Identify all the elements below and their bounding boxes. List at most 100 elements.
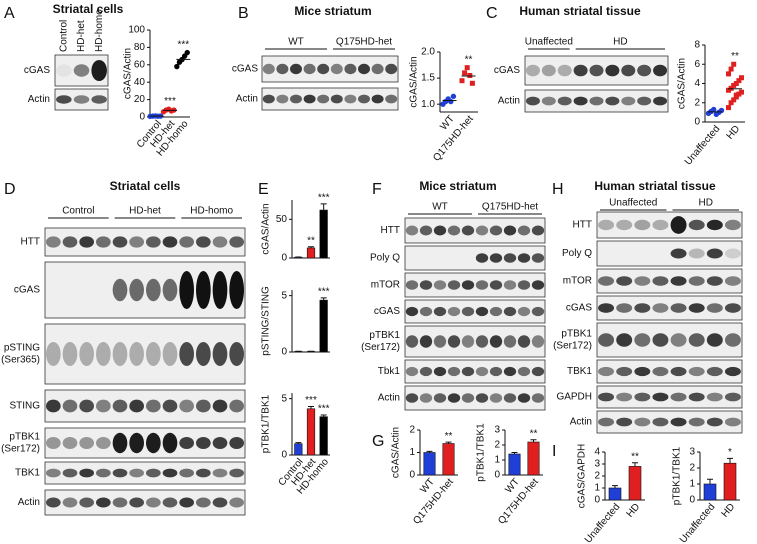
band — [112, 497, 128, 508]
data-point — [736, 78, 742, 84]
panel-letter: B — [238, 5, 249, 22]
band — [62, 497, 78, 508]
significance: ** — [465, 54, 473, 65]
y-tick-label: 5 — [281, 290, 287, 301]
band — [162, 278, 178, 302]
band — [652, 276, 669, 286]
data-point — [728, 66, 734, 72]
x-tick-label: HD — [725, 124, 743, 142]
band — [706, 276, 723, 286]
band — [706, 392, 723, 402]
row-label: Actin — [236, 94, 258, 105]
error-bar — [320, 203, 327, 211]
y-axis-label: pTBK1/TBK1 — [261, 394, 272, 453]
band — [433, 393, 447, 403]
error-bar — [308, 406, 314, 409]
bar — [628, 466, 642, 501]
blot-row — [404, 359, 546, 384]
group-label: Unaffected — [525, 37, 573, 48]
band — [358, 94, 370, 104]
band — [706, 303, 723, 313]
band — [129, 497, 145, 508]
blot-row — [596, 410, 743, 434]
y-axis-label: cGAS/Actin — [261, 203, 272, 254]
band — [525, 64, 540, 77]
band — [179, 468, 195, 478]
row-label: Actin — [378, 393, 400, 404]
row-label: HTT — [21, 237, 40, 248]
row-label: Actin — [18, 497, 40, 508]
group-label: Control — [62, 206, 94, 217]
band — [317, 94, 330, 104]
y-tick-label: 60 — [134, 59, 146, 70]
blot-row — [44, 227, 246, 257]
band — [517, 306, 531, 317]
y-tick-label: 4 — [694, 78, 700, 89]
band — [531, 253, 545, 263]
row-label: mTOR — [563, 276, 592, 287]
band — [96, 497, 111, 508]
band — [405, 393, 419, 403]
band — [212, 437, 228, 449]
blot-row — [44, 427, 246, 459]
band — [634, 366, 651, 377]
band — [129, 399, 145, 413]
significance: *** — [318, 404, 330, 415]
band — [112, 399, 128, 413]
band — [79, 342, 94, 366]
band — [46, 399, 61, 413]
band — [634, 333, 651, 347]
error-bar — [308, 246, 314, 248]
data-point — [728, 100, 734, 106]
band — [475, 225, 489, 236]
row-label: pTBK1 — [561, 329, 592, 340]
y-axis-label: cGAS/Actin — [391, 427, 402, 478]
bar — [527, 441, 540, 476]
band — [46, 468, 61, 478]
panel-letter: A — [4, 5, 15, 22]
band — [146, 399, 161, 413]
bar — [319, 416, 328, 456]
row-label: cGAS — [232, 64, 258, 75]
data-point — [731, 97, 737, 103]
x-tick-label: HD — [625, 502, 643, 520]
row-label: cGAS — [566, 303, 592, 314]
row-label: Actin — [498, 96, 520, 107]
blot-row — [596, 359, 743, 384]
band — [503, 366, 517, 377]
group-label: WT — [288, 37, 304, 48]
data-point — [448, 98, 454, 105]
band — [229, 270, 245, 310]
data-point — [739, 75, 744, 81]
band — [525, 96, 540, 106]
bar — [508, 453, 521, 476]
band — [405, 225, 419, 236]
band — [724, 276, 741, 286]
bar — [306, 408, 316, 456]
band — [447, 280, 461, 290]
row-label: cGAS — [14, 285, 40, 296]
data-point — [733, 81, 739, 86]
band — [162, 236, 178, 248]
row-label: TBK1 — [567, 366, 592, 377]
band — [447, 306, 461, 317]
band — [179, 270, 195, 310]
band — [531, 280, 545, 290]
band — [229, 468, 245, 478]
band — [706, 219, 723, 231]
row-label: (Ser172) — [553, 341, 592, 352]
panel-title: Human striatal tissue — [594, 179, 716, 193]
error-bar — [295, 442, 302, 444]
band — [419, 280, 433, 290]
band — [146, 432, 161, 454]
band — [670, 303, 687, 313]
data-point — [464, 65, 470, 71]
band — [616, 417, 633, 427]
band — [112, 468, 128, 478]
row-label: STING — [9, 401, 40, 412]
significance: ** — [530, 428, 538, 439]
band — [517, 335, 531, 348]
band — [229, 399, 245, 413]
band — [598, 333, 615, 347]
band — [688, 248, 705, 259]
